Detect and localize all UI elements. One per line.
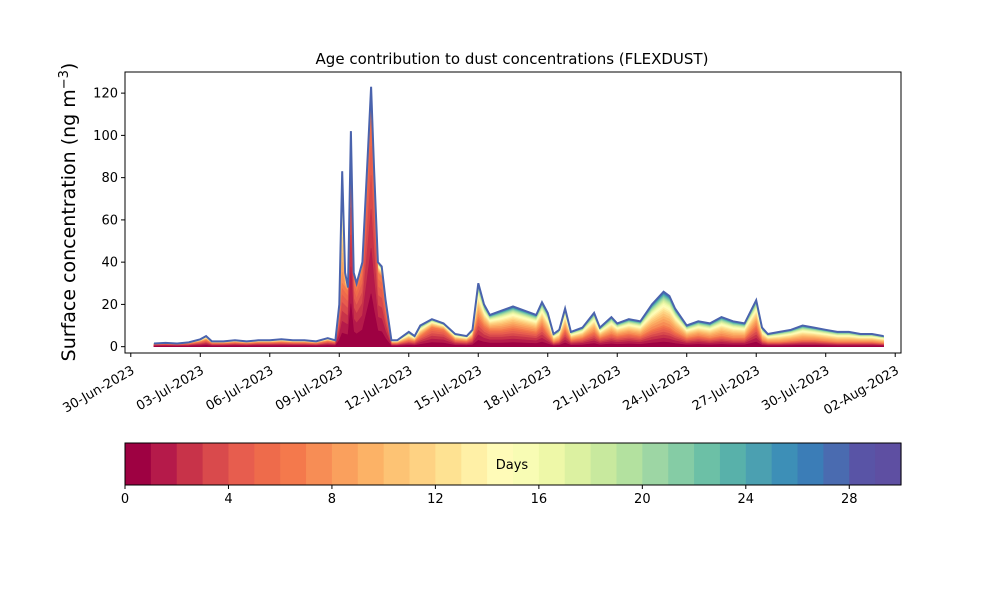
colorbar-segment	[331, 443, 359, 485]
x-tick-label: 03-Jul-2023	[134, 363, 207, 414]
colorbar-segment	[823, 443, 850, 485]
y-axis: 0 20 40 60 80 100 120	[93, 87, 125, 355]
colorbar-tick-label: 20	[634, 492, 651, 507]
colorbar-segment	[849, 443, 876, 485]
age-band-0	[153, 293, 884, 347]
colorbar-tick-label: 4	[224, 492, 232, 507]
colorbar-tick-label: 8	[328, 492, 336, 507]
colorbar-segment	[125, 443, 152, 485]
y-tick-label: 80	[101, 171, 118, 186]
colorbar-segment	[280, 443, 307, 485]
colorbar-tick-label: 16	[531, 492, 548, 507]
colorbar-segment	[642, 443, 669, 485]
plot-frame	[124, 71, 902, 354]
colorbar-segment	[875, 443, 902, 485]
colorbar	[124, 442, 902, 486]
x-tick-label: 24-Jul-2023	[620, 363, 693, 414]
x-tick-label: 18-Jul-2023	[481, 363, 554, 414]
y-tick-label: 120	[93, 87, 118, 102]
colorbar-segment	[461, 443, 488, 485]
colorbar-tick-label: 12	[427, 492, 444, 507]
colorbar-segment	[150, 443, 178, 485]
colorbar-segment	[435, 443, 462, 485]
age-band-3	[153, 175, 884, 347]
colorbar-frame	[124, 442, 902, 486]
colorbar-segment	[668, 443, 695, 485]
x-tick-label: 02-Aug-2023	[821, 363, 901, 418]
x-tick-label: 09-Jul-2023	[273, 363, 346, 414]
colorbar-segment	[590, 443, 618, 485]
colorbar-tick-label: 0	[121, 492, 129, 507]
y-tick-label: 0	[110, 340, 118, 355]
age-band-5	[153, 120, 884, 347]
x-tick-label: 21-Jul-2023	[551, 363, 624, 414]
x-tick-label: 06-Jul-2023	[204, 363, 277, 414]
total-line	[153, 86, 884, 345]
colorbar-segment	[254, 443, 281, 485]
colorbar-segment	[409, 443, 436, 485]
age-band-4	[153, 145, 884, 347]
x-tick-label: 12-Jul-2023	[342, 363, 415, 414]
colorbar-segment	[694, 443, 721, 485]
colorbar-segment	[513, 443, 540, 485]
colorbar-segment	[745, 443, 773, 485]
colorbar-segment	[357, 443, 385, 485]
y-tick-label: 40	[101, 256, 118, 271]
x-tick-label: 30-Jun-2023	[61, 363, 138, 416]
colorbar-label: Days	[496, 458, 529, 473]
x-axis: 30-Jun-202303-Jul-202306-Jul-202309-Jul-…	[61, 353, 902, 418]
svg-text:Surface concentration (ng m−3): Surface concentration (ng m−3)	[57, 63, 80, 362]
x-tick-label: 15-Jul-2023	[412, 363, 485, 414]
colorbar-segment	[538, 443, 566, 485]
colorbar-segment	[719, 443, 747, 485]
y-tick-label: 100	[93, 129, 118, 144]
age-band-2	[153, 208, 884, 347]
y-tick-label: 60	[101, 213, 118, 228]
x-tick-label: 27-Jul-2023	[690, 363, 763, 414]
colorbar-segment	[202, 443, 230, 485]
plot-area	[153, 86, 884, 347]
colorbar-axis: 0 4 8 12 16 20 24 28	[121, 485, 858, 507]
colorbar-segment	[228, 443, 255, 485]
colorbar-segment	[383, 443, 411, 485]
age-band-6	[153, 99, 884, 347]
colorbar-segment	[306, 443, 333, 485]
colorbar-segment	[797, 443, 824, 485]
colorbar-segment	[487, 443, 514, 485]
colorbar-tick-label: 24	[738, 492, 755, 507]
colorbar-segment	[771, 443, 799, 485]
y-axis-label: Surface concentration (ng m−3)	[57, 63, 80, 362]
colorbar-segment	[176, 443, 204, 485]
y-tick-label: 20	[101, 298, 118, 313]
age-band-1	[153, 248, 884, 347]
chart-title: Age contribution to dust concentrations …	[316, 50, 709, 68]
colorbar-segment	[564, 443, 592, 485]
colorbar-segment	[616, 443, 643, 485]
colorbar-tick-label: 28	[841, 492, 858, 507]
